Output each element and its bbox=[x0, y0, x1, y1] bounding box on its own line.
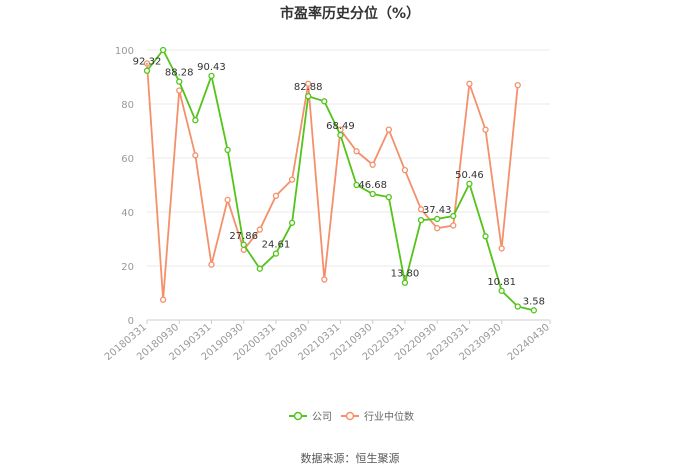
data-point bbox=[514, 303, 521, 310]
y-tick-label: 60 bbox=[121, 154, 134, 165]
data-label: 37.43 bbox=[423, 205, 452, 216]
data-label: 50.46 bbox=[455, 170, 484, 181]
x-tick-label: 20240430 bbox=[506, 322, 552, 363]
y-tick-label: 40 bbox=[121, 208, 134, 219]
data-point bbox=[143, 60, 151, 67]
series-company bbox=[143, 46, 538, 314]
data-point bbox=[159, 296, 167, 303]
data-label: 27.86 bbox=[229, 231, 258, 242]
data-point bbox=[321, 276, 328, 283]
data-point bbox=[208, 72, 215, 79]
data-point bbox=[434, 225, 441, 232]
data-point bbox=[240, 241, 247, 248]
data-point bbox=[224, 146, 231, 154]
data-point bbox=[288, 219, 296, 226]
y-axis: 0 20 40 60 80 100 bbox=[115, 46, 134, 327]
data-label: 3.58 bbox=[523, 296, 545, 307]
data-point bbox=[498, 287, 505, 294]
data-point bbox=[321, 98, 328, 105]
data-point bbox=[466, 80, 473, 87]
data-label: 92.32 bbox=[133, 57, 162, 68]
data-point bbox=[482, 233, 489, 240]
data-point bbox=[514, 81, 521, 89]
legend-item-company[interactable]: 公司 bbox=[289, 411, 332, 423]
data-label: 10.81 bbox=[487, 277, 516, 288]
data-point bbox=[256, 265, 263, 272]
legend-item-industry-median[interactable]: 行业中位数 bbox=[341, 410, 414, 423]
legend-marker bbox=[293, 411, 303, 421]
x-axis: 2018033120180930201903312019093020200331… bbox=[103, 319, 552, 363]
data-point bbox=[417, 216, 425, 224]
data-point bbox=[482, 126, 489, 133]
data-point bbox=[434, 215, 441, 223]
data-label: 46.68 bbox=[358, 180, 387, 191]
data-point bbox=[192, 117, 199, 124]
data-point bbox=[466, 180, 473, 187]
data-label: 24.61 bbox=[262, 240, 291, 251]
data-point bbox=[192, 152, 199, 159]
legend[interactable]: 公司 行业中位数 bbox=[289, 410, 414, 423]
data-point bbox=[353, 181, 360, 189]
data-label: 82.88 bbox=[294, 82, 323, 93]
data-point bbox=[417, 206, 425, 213]
data-point bbox=[288, 176, 296, 183]
data-point bbox=[450, 212, 457, 220]
series-line bbox=[146, 63, 519, 301]
data-point bbox=[176, 87, 183, 94]
data-label: 68.49 bbox=[326, 121, 355, 132]
source-note: 数据来源：恒生聚源 bbox=[301, 451, 400, 465]
data-point bbox=[369, 190, 376, 198]
y-tick-label: 80 bbox=[121, 100, 134, 111]
data-label: 90.43 bbox=[197, 62, 226, 73]
data-point bbox=[498, 245, 505, 252]
data-point bbox=[224, 196, 231, 204]
data-point bbox=[401, 166, 409, 174]
data-label: 13.80 bbox=[391, 269, 420, 280]
data-point bbox=[159, 46, 167, 54]
data-point bbox=[256, 226, 263, 233]
y-tick-label: 100 bbox=[115, 46, 134, 57]
data-point bbox=[385, 126, 392, 133]
data-point bbox=[272, 192, 280, 199]
data-point bbox=[176, 78, 183, 85]
y-tick-label: 20 bbox=[121, 262, 134, 273]
data-point bbox=[337, 131, 344, 139]
legend-marker bbox=[345, 411, 355, 421]
data-point bbox=[305, 93, 312, 100]
y-tick-label: 0 bbox=[128, 316, 134, 327]
chart-title: 市盈率历史分位（%） bbox=[280, 5, 420, 22]
data-point bbox=[272, 250, 280, 257]
data-point bbox=[143, 67, 151, 74]
legend-label: 行业中位数 bbox=[364, 410, 414, 423]
series-industry-median bbox=[143, 60, 521, 303]
data-point bbox=[401, 279, 409, 286]
data-point bbox=[530, 307, 538, 314]
data-point bbox=[208, 261, 215, 268]
data-label: 88.28 bbox=[165, 68, 194, 79]
data-point bbox=[450, 222, 457, 229]
series-layer bbox=[143, 46, 538, 314]
data-point bbox=[305, 80, 312, 87]
data-point bbox=[385, 193, 392, 201]
data-point bbox=[369, 161, 376, 168]
legend-label: 公司 bbox=[312, 412, 332, 423]
data-point bbox=[353, 148, 360, 155]
